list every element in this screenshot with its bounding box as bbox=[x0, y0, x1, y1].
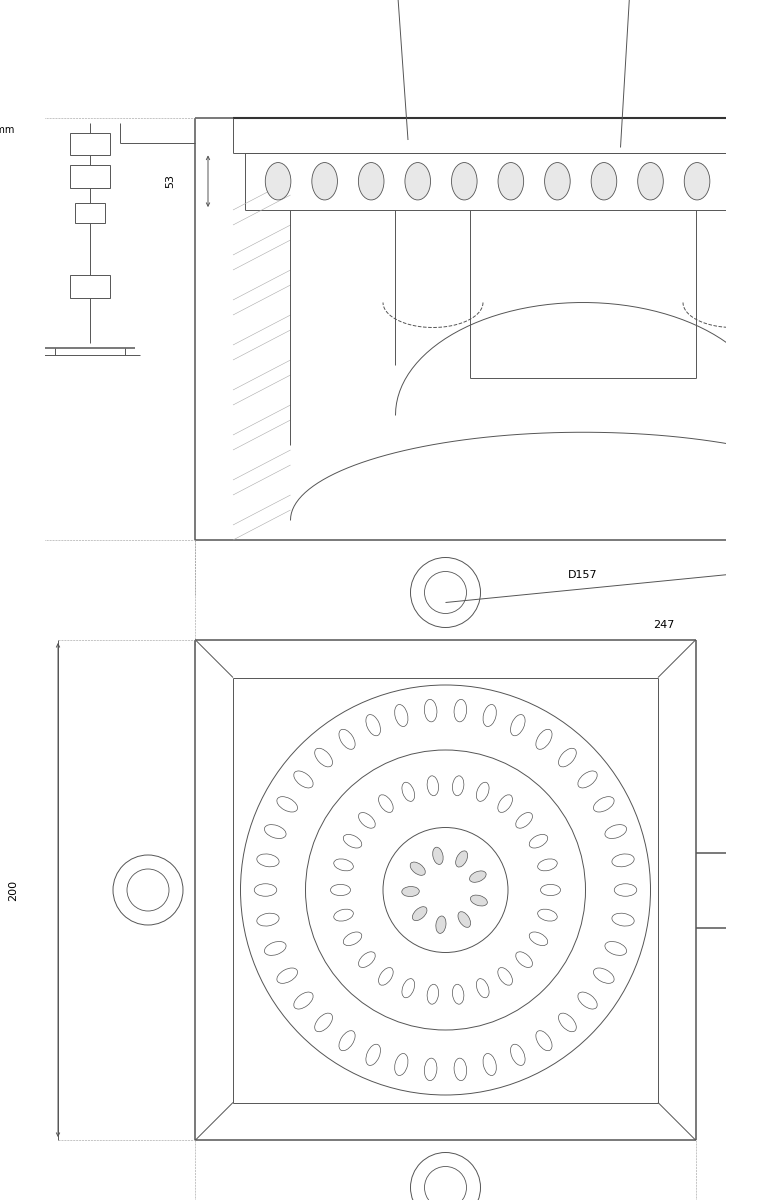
Text: 247: 247 bbox=[654, 620, 675, 630]
Ellipse shape bbox=[339, 730, 355, 749]
Circle shape bbox=[113, 854, 183, 925]
Ellipse shape bbox=[578, 770, 598, 788]
Ellipse shape bbox=[510, 1044, 525, 1066]
Ellipse shape bbox=[359, 952, 375, 967]
Ellipse shape bbox=[379, 794, 393, 812]
Circle shape bbox=[127, 869, 169, 911]
Bar bbox=[76, 203, 106, 222]
Ellipse shape bbox=[558, 1013, 576, 1032]
Ellipse shape bbox=[684, 162, 710, 200]
Ellipse shape bbox=[257, 854, 279, 866]
Ellipse shape bbox=[343, 834, 362, 848]
Ellipse shape bbox=[264, 824, 286, 839]
Ellipse shape bbox=[427, 984, 439, 1004]
Ellipse shape bbox=[433, 847, 443, 864]
Ellipse shape bbox=[454, 700, 466, 722]
Ellipse shape bbox=[424, 1058, 437, 1081]
Ellipse shape bbox=[294, 770, 313, 788]
Ellipse shape bbox=[536, 1031, 552, 1051]
Ellipse shape bbox=[483, 704, 497, 726]
Ellipse shape bbox=[483, 1054, 497, 1075]
Ellipse shape bbox=[537, 910, 557, 922]
Ellipse shape bbox=[277, 968, 298, 983]
Ellipse shape bbox=[456, 851, 468, 868]
Ellipse shape bbox=[591, 162, 617, 200]
Ellipse shape bbox=[476, 979, 489, 997]
Ellipse shape bbox=[405, 162, 430, 200]
Ellipse shape bbox=[265, 162, 291, 200]
Ellipse shape bbox=[331, 884, 351, 895]
Ellipse shape bbox=[264, 942, 286, 955]
Ellipse shape bbox=[315, 1013, 332, 1032]
Ellipse shape bbox=[395, 1054, 408, 1075]
Ellipse shape bbox=[498, 162, 524, 200]
Bar bbox=[70, 164, 110, 187]
Ellipse shape bbox=[594, 968, 614, 983]
Ellipse shape bbox=[366, 1044, 380, 1066]
Ellipse shape bbox=[453, 776, 464, 796]
Ellipse shape bbox=[470, 871, 487, 882]
Text: D157: D157 bbox=[568, 570, 598, 580]
Ellipse shape bbox=[254, 883, 277, 896]
Ellipse shape bbox=[366, 714, 380, 736]
Ellipse shape bbox=[452, 162, 477, 200]
Ellipse shape bbox=[731, 162, 756, 200]
Ellipse shape bbox=[402, 979, 415, 997]
Ellipse shape bbox=[544, 162, 571, 200]
Ellipse shape bbox=[638, 162, 663, 200]
Text: H: 25 mm: H: 25 mm bbox=[0, 125, 15, 134]
Ellipse shape bbox=[359, 162, 384, 200]
Ellipse shape bbox=[402, 782, 415, 802]
Ellipse shape bbox=[612, 913, 635, 926]
Ellipse shape bbox=[436, 916, 446, 934]
Ellipse shape bbox=[343, 932, 362, 946]
Ellipse shape bbox=[339, 1031, 355, 1051]
Ellipse shape bbox=[612, 854, 635, 866]
Ellipse shape bbox=[410, 862, 426, 875]
Ellipse shape bbox=[315, 749, 332, 767]
Ellipse shape bbox=[558, 749, 576, 767]
Ellipse shape bbox=[540, 884, 561, 895]
Bar bbox=[70, 132, 110, 155]
Ellipse shape bbox=[257, 913, 279, 926]
Ellipse shape bbox=[311, 162, 338, 200]
Ellipse shape bbox=[470, 895, 487, 906]
Ellipse shape bbox=[510, 714, 525, 736]
Ellipse shape bbox=[605, 824, 627, 839]
Circle shape bbox=[425, 571, 466, 613]
Ellipse shape bbox=[454, 1058, 466, 1081]
Ellipse shape bbox=[453, 984, 464, 1004]
Ellipse shape bbox=[277, 797, 298, 812]
Ellipse shape bbox=[516, 812, 533, 828]
Ellipse shape bbox=[395, 704, 408, 726]
Circle shape bbox=[410, 558, 480, 628]
Ellipse shape bbox=[516, 952, 533, 967]
Ellipse shape bbox=[537, 859, 557, 871]
Circle shape bbox=[425, 1166, 466, 1200]
Circle shape bbox=[410, 1152, 480, 1200]
Ellipse shape bbox=[498, 794, 513, 812]
Ellipse shape bbox=[578, 992, 598, 1009]
Ellipse shape bbox=[402, 887, 419, 896]
Ellipse shape bbox=[334, 859, 353, 871]
Ellipse shape bbox=[529, 834, 547, 848]
Ellipse shape bbox=[359, 812, 375, 828]
Ellipse shape bbox=[412, 907, 427, 920]
Ellipse shape bbox=[476, 782, 489, 802]
Ellipse shape bbox=[529, 932, 547, 946]
Ellipse shape bbox=[379, 967, 393, 985]
Ellipse shape bbox=[498, 967, 513, 985]
Text: 200: 200 bbox=[8, 880, 18, 900]
Ellipse shape bbox=[458, 912, 470, 928]
Text: 53: 53 bbox=[166, 174, 176, 188]
Ellipse shape bbox=[294, 992, 313, 1009]
Ellipse shape bbox=[424, 700, 437, 722]
Ellipse shape bbox=[605, 942, 627, 955]
Ellipse shape bbox=[594, 797, 614, 812]
Ellipse shape bbox=[614, 883, 637, 896]
Bar bbox=[70, 275, 110, 298]
Ellipse shape bbox=[536, 730, 552, 749]
Ellipse shape bbox=[334, 910, 353, 922]
Ellipse shape bbox=[427, 776, 439, 796]
